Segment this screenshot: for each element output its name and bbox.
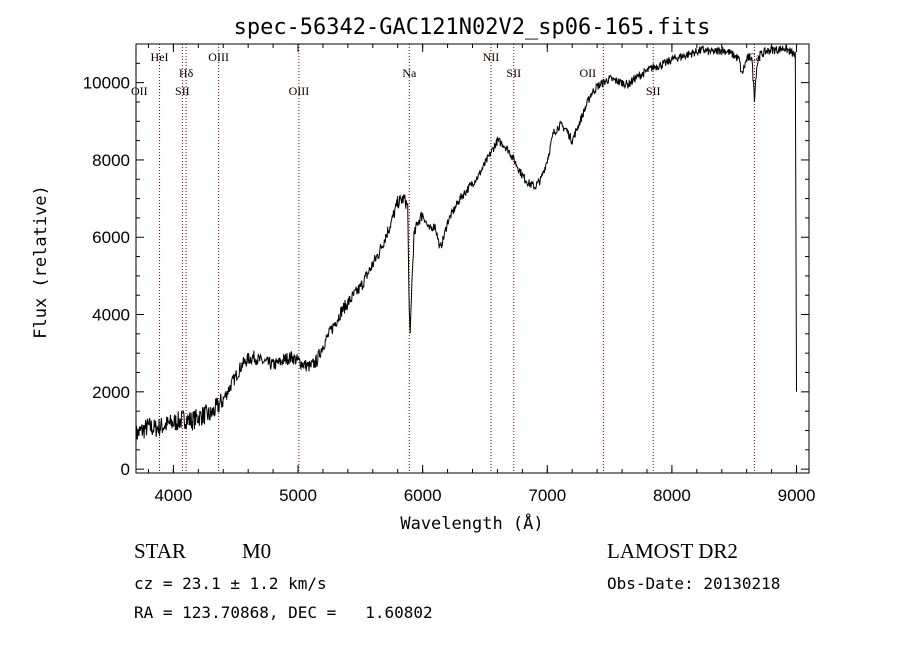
emission-line-label: SII [646,84,661,98]
emission-line-label: NII [483,50,500,64]
plot-frame [135,43,810,474]
y-tick-label: 4000 [92,306,130,325]
y-axis-ticks: 0 2000 4000 6000 8000 10000 [83,62,809,479]
x-tick-label: 9000 [778,486,816,505]
observation-date: Obs-Date: 20130218 [607,574,781,593]
y-tick-label: 8000 [92,151,130,170]
x-tick-label: 6000 [404,486,442,505]
emission-line-label: SII [175,84,190,98]
y-tick-label: 2000 [92,383,130,402]
emission-line-label: OII [131,84,148,98]
emission-line-markers [159,44,755,473]
survey-name: LAMOST DR2 [607,539,738,563]
emission-line-label: HeI [151,50,169,64]
y-tick-label: 6000 [92,228,130,247]
y-tick-label: 0 [121,460,130,479]
x-tick-label: 8000 [653,486,691,505]
emission-line-label: OII [579,66,596,80]
x-tick-label: 5000 [279,486,317,505]
emission-line-label: Hδ [179,66,194,80]
emission-line-label: OIII [289,84,310,98]
chart-title: spec-56342-GAC121N02V2_sp06-165.fits [234,15,711,40]
y-axis-label: Flux (relative) [31,185,51,339]
ra-dec: RA = 123.70868, DEC = 1.60802 [134,603,433,622]
emission-line-label: Na [402,66,417,80]
spectrum-series-line [135,44,797,445]
x-tick-label: 7000 [528,486,566,505]
object-subclass: M0 [242,539,272,563]
emission-line-label: SII [506,66,521,80]
x-axis-ticks: 4000 5000 6000 7000 8000 9000 [147,44,816,505]
x-axis-label: Wavelength (Å) [400,512,543,534]
object-class: STAR [134,539,186,563]
y-tick-label: 10000 [83,74,130,93]
redshift-cz: cz = 23.1 ± 1.2 km/s [134,574,327,593]
emission-line-label: OIII [208,50,229,64]
x-tick-label: 4000 [154,486,192,505]
